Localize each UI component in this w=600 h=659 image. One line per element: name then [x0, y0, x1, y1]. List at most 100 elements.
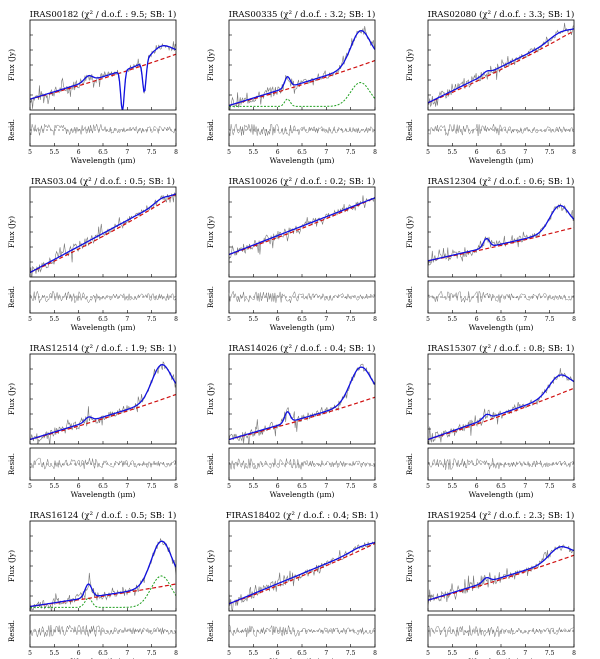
x-tick-label: 5.5 [249, 149, 259, 156]
model-series [428, 204, 574, 262]
residual-axis-label: Resid. [8, 286, 16, 308]
model-series [229, 541, 375, 605]
main-axes-frame [427, 353, 575, 445]
x-tick-label: 8 [373, 483, 377, 490]
model-series [428, 374, 574, 441]
x-axis-label: Wavelength (μm) [71, 490, 136, 499]
model-series [229, 197, 375, 256]
data-series [428, 22, 574, 108]
x-tick-label: 6.5 [297, 650, 307, 657]
model-series [229, 30, 375, 107]
x-axis-label: Wavelength (μm) [469, 323, 534, 332]
x-tick-label: 8 [373, 650, 377, 657]
x-tick-label: 7.5 [147, 316, 157, 323]
x-tick-label: 5.5 [50, 483, 60, 490]
plot-area [229, 541, 375, 611]
x-tick-label: 6.5 [98, 316, 108, 323]
main-axes-frame [228, 186, 376, 278]
x-tick-label: 6.5 [98, 650, 108, 657]
panel-5: IRAS10026 (χ² / d.o.f. : 0.2; SB: 1) 5 5.5… [206, 176, 377, 332]
x-tick-label: 6.5 [496, 650, 506, 657]
residual-series [228, 624, 376, 638]
plot-area [30, 361, 176, 444]
x-axis-label: Wavelength (μm) [71, 156, 136, 165]
x-tick-label: 6.5 [98, 149, 108, 156]
x-tick-label: 7.5 [346, 316, 356, 323]
x-tick-label: 6 [475, 650, 479, 657]
residual-series [427, 290, 575, 303]
x-tick-label: 6 [276, 483, 280, 490]
panel-title: IRAS03.04 (χ² / d.o.f. : 0.5; SB: 1) [31, 176, 175, 187]
x-tick-label: 5 [426, 483, 430, 490]
x-tick-label: 5.5 [50, 650, 60, 657]
x-tick-label: 8 [174, 483, 178, 490]
x-tick-label: 7 [523, 650, 527, 657]
x-axis-label: Wavelength (μm) [469, 156, 534, 165]
x-tick-label: 5 [227, 149, 231, 156]
continuum-series [30, 583, 176, 608]
continuum-series [30, 193, 176, 274]
x-tick-label: 5.5 [50, 316, 60, 323]
x-tick-label: 7.5 [147, 483, 157, 490]
x-tick-label: 6.5 [496, 483, 506, 490]
x-tick-label: 7.5 [147, 650, 157, 657]
x-tick-label: 5.5 [448, 650, 458, 657]
residual-axis-label: Resid. [207, 119, 215, 141]
panel-6: IRAS12304 (χ² / d.o.f. : 0.6; SB: 1) 5 5.5… [405, 176, 576, 332]
residual-axis-label: Resid. [207, 453, 215, 475]
residual-series [29, 290, 177, 304]
x-tick-label: 7 [125, 650, 129, 657]
y-axis-label: Flux (Jy) [206, 383, 215, 415]
y-axis-label: Flux (Jy) [405, 216, 414, 248]
data-series [229, 195, 375, 260]
residual-axis-label: Resid. [207, 286, 215, 308]
x-axis-label: Wavelength (μm) [270, 490, 335, 499]
continuum-series [428, 30, 574, 104]
starburst-series [30, 575, 176, 608]
x-tick-label: 5 [28, 316, 32, 323]
residual-series [228, 290, 376, 303]
data-series [428, 544, 574, 606]
continuum-series [229, 542, 375, 605]
continuum-series [229, 396, 375, 441]
panel-title: IRAS00335 (χ² / d.o.f. : 3.2; SB: 1) [229, 9, 376, 20]
panel-title: IRAS16124 (χ² / d.o.f. : 0.5; SB: 1) [30, 510, 177, 521]
plot-area [428, 203, 574, 266]
residual-axis-label: Resid. [406, 620, 414, 642]
x-tick-label: 5 [227, 316, 231, 323]
x-tick-label: 5 [426, 316, 430, 323]
y-axis-label: Flux (Jy) [405, 550, 414, 582]
residual-series [29, 624, 177, 638]
x-tick-label: 7 [324, 483, 328, 490]
panel-8: IRAS14026 (χ² / d.o.f. : 0.4; SB: 1) 5 5.5… [206, 343, 377, 499]
x-tick-label: 7 [324, 149, 328, 156]
x-tick-label: 6 [77, 149, 81, 156]
x-tick-label: 6.5 [496, 316, 506, 323]
x-tick-label: 7 [324, 316, 328, 323]
continuum-series [229, 197, 375, 256]
panel-4: IRAS03.04 (χ² / d.o.f. : 0.5; SB: 1) 5 5.5… [7, 176, 178, 332]
x-tick-label: 7 [125, 316, 129, 323]
x-tick-label: 7.5 [147, 149, 157, 156]
residual-axis-label: Resid. [8, 119, 16, 141]
residual-axis-label: Resid. [8, 453, 16, 475]
panel-11: FIRAS18402 (χ² / d.o.f. : 0.4; SB: 1) 5 5.… [206, 510, 378, 659]
continuum-series [428, 226, 574, 262]
x-tick-label: 5 [426, 149, 430, 156]
residual-series [427, 123, 575, 136]
panel-1: IRAS00182 (χ² / d.o.f. : 9.5; SB: 1) 5 5.5… [7, 9, 178, 165]
x-tick-label: 7.5 [545, 316, 555, 323]
x-tick-label: 8 [572, 483, 576, 490]
residual-axis-label: Resid. [406, 286, 414, 308]
residual-series [228, 123, 376, 136]
model-series [30, 193, 176, 274]
panel-title: IRAS12304 (χ² / d.o.f. : 0.6; SB: 1) [428, 176, 575, 187]
data-series [428, 368, 574, 444]
x-tick-label: 5.5 [249, 316, 259, 323]
x-tick-label: 6 [276, 316, 280, 323]
plot-area [229, 195, 375, 260]
y-axis-label: Flux (Jy) [7, 550, 16, 582]
model-series [229, 366, 375, 441]
y-axis-label: Flux (Jy) [206, 550, 215, 582]
y-axis-label: Flux (Jy) [405, 383, 414, 415]
